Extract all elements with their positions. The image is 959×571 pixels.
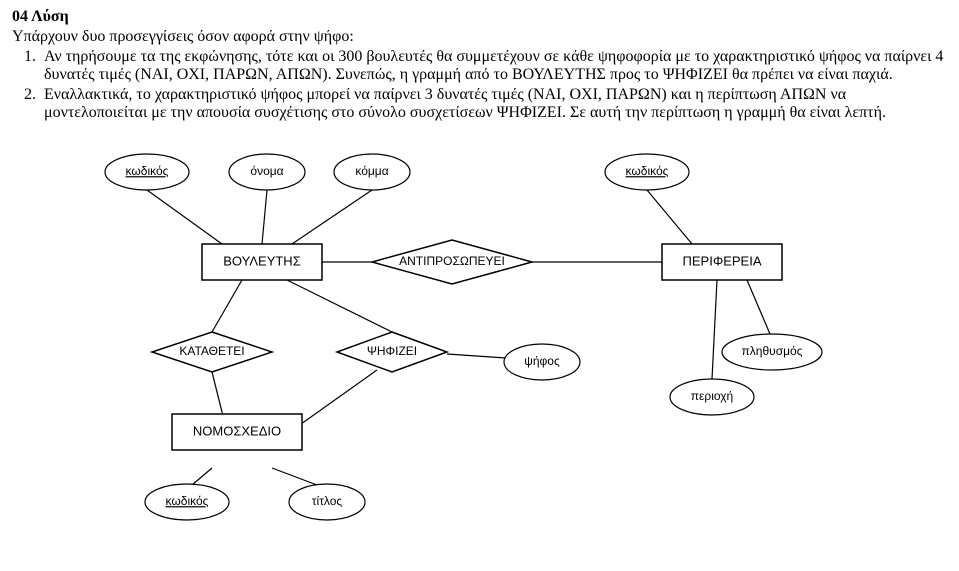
svg-text:ΚΑΤΑΘΕΤΕΙ: ΚΑΤΑΘΕΤΕΙ — [179, 344, 244, 358]
attribute-psifos: ψήφος — [504, 344, 580, 380]
svg-text:κωδικός: κωδικός — [166, 494, 209, 508]
svg-text:ΑΝΤΙΠΡΟΣΩΠΕΥΕΙ: ΑΝΤΙΠΡΟΣΩΠΕΥΕΙ — [399, 254, 505, 268]
approach-item-2: Εναλλακτικά, το χαρακτηριστικό ψήφος μπο… — [40, 86, 947, 122]
entity-vouleftis: ΒΟΥΛΕΥΤΗΣ — [202, 244, 322, 280]
svg-text:όνομα: όνομα — [250, 164, 283, 178]
attribute-titlos: τίτλος — [289, 484, 365, 520]
attribute-kodikos2: κωδικός — [605, 154, 689, 190]
approach-item-1: Αν τηρήσουμε τα της εκφώνησης, τότε και … — [40, 48, 947, 84]
er-diagram: ΒΟΥΛΕΥΤΗΣ ΠΕΡΙΦΕΡΕΙΑ ΝΟΜΟΣΧΕΔΙΟ ΑΝΤΙΠΡΟΣΩΠΕ… — [12, 132, 947, 527]
relationship-antiprosopevei: ΑΝΤΙΠΡΟΣΩΠΕΥΕΙ — [372, 240, 532, 284]
approach-list: Αν τηρήσουμε τα της εκφώνησης, τότε και … — [12, 48, 947, 122]
svg-text:περιοχή: περιοχή — [691, 389, 733, 403]
heading: 04 Λύση — [12, 8, 947, 26]
entity-nomosxedio: ΝΟΜΟΣΧΕΔΙΟ — [172, 414, 302, 450]
svg-text:ΨΗΦΙΖΕΙ: ΨΗΦΙΖΕΙ — [367, 344, 417, 358]
svg-text:ψήφος: ψήφος — [524, 354, 560, 368]
svg-text:τίτλος: τίτλος — [312, 494, 343, 508]
attribute-plithysmos: πληθυσμός — [722, 334, 822, 370]
svg-text:ΒΟΥΛΕΥΤΗΣ: ΒΟΥΛΕΥΤΗΣ — [223, 253, 300, 268]
intro-text: Υπάρχουν δυο προσεγγίσεις όσον αφορά στη… — [12, 28, 947, 46]
relationship-psifizei: ΨΗΦΙΖΕΙ — [337, 332, 447, 372]
svg-text:κωδικός: κωδικός — [126, 164, 169, 178]
attribute-komma: κόμμα — [334, 154, 410, 190]
er-svg: ΒΟΥΛΕΥΤΗΣ ΠΕΡΙΦΕΡΕΙΑ ΝΟΜΟΣΧΕΔΙΟ ΑΝΤΙΠΡΟΣΩΠΕ… — [92, 132, 852, 522]
entity-perifereia: ΠΕΡΙΦΕΡΕΙΑ — [662, 244, 782, 280]
svg-text:ΠΕΡΙΦΕΡΕΙΑ: ΠΕΡΙΦΕΡΕΙΑ — [682, 253, 761, 268]
attribute-onoma: όνομα — [229, 154, 305, 190]
svg-text:ΝΟΜΟΣΧΕΔΙΟ: ΝΟΜΟΣΧΕΔΙΟ — [193, 423, 281, 438]
svg-text:κόμμα: κόμμα — [355, 164, 388, 178]
attribute-perioxi: περιοχή — [670, 379, 754, 415]
svg-text:κωδικός: κωδικός — [626, 164, 669, 178]
attribute-kodikos3: κωδικός — [145, 484, 229, 520]
attribute-kodikos1: κωδικός — [105, 154, 189, 190]
svg-text:πληθυσμός: πληθυσμός — [742, 344, 803, 358]
relationship-katathetei: ΚΑΤΑΘΕΤΕΙ — [152, 332, 272, 372]
